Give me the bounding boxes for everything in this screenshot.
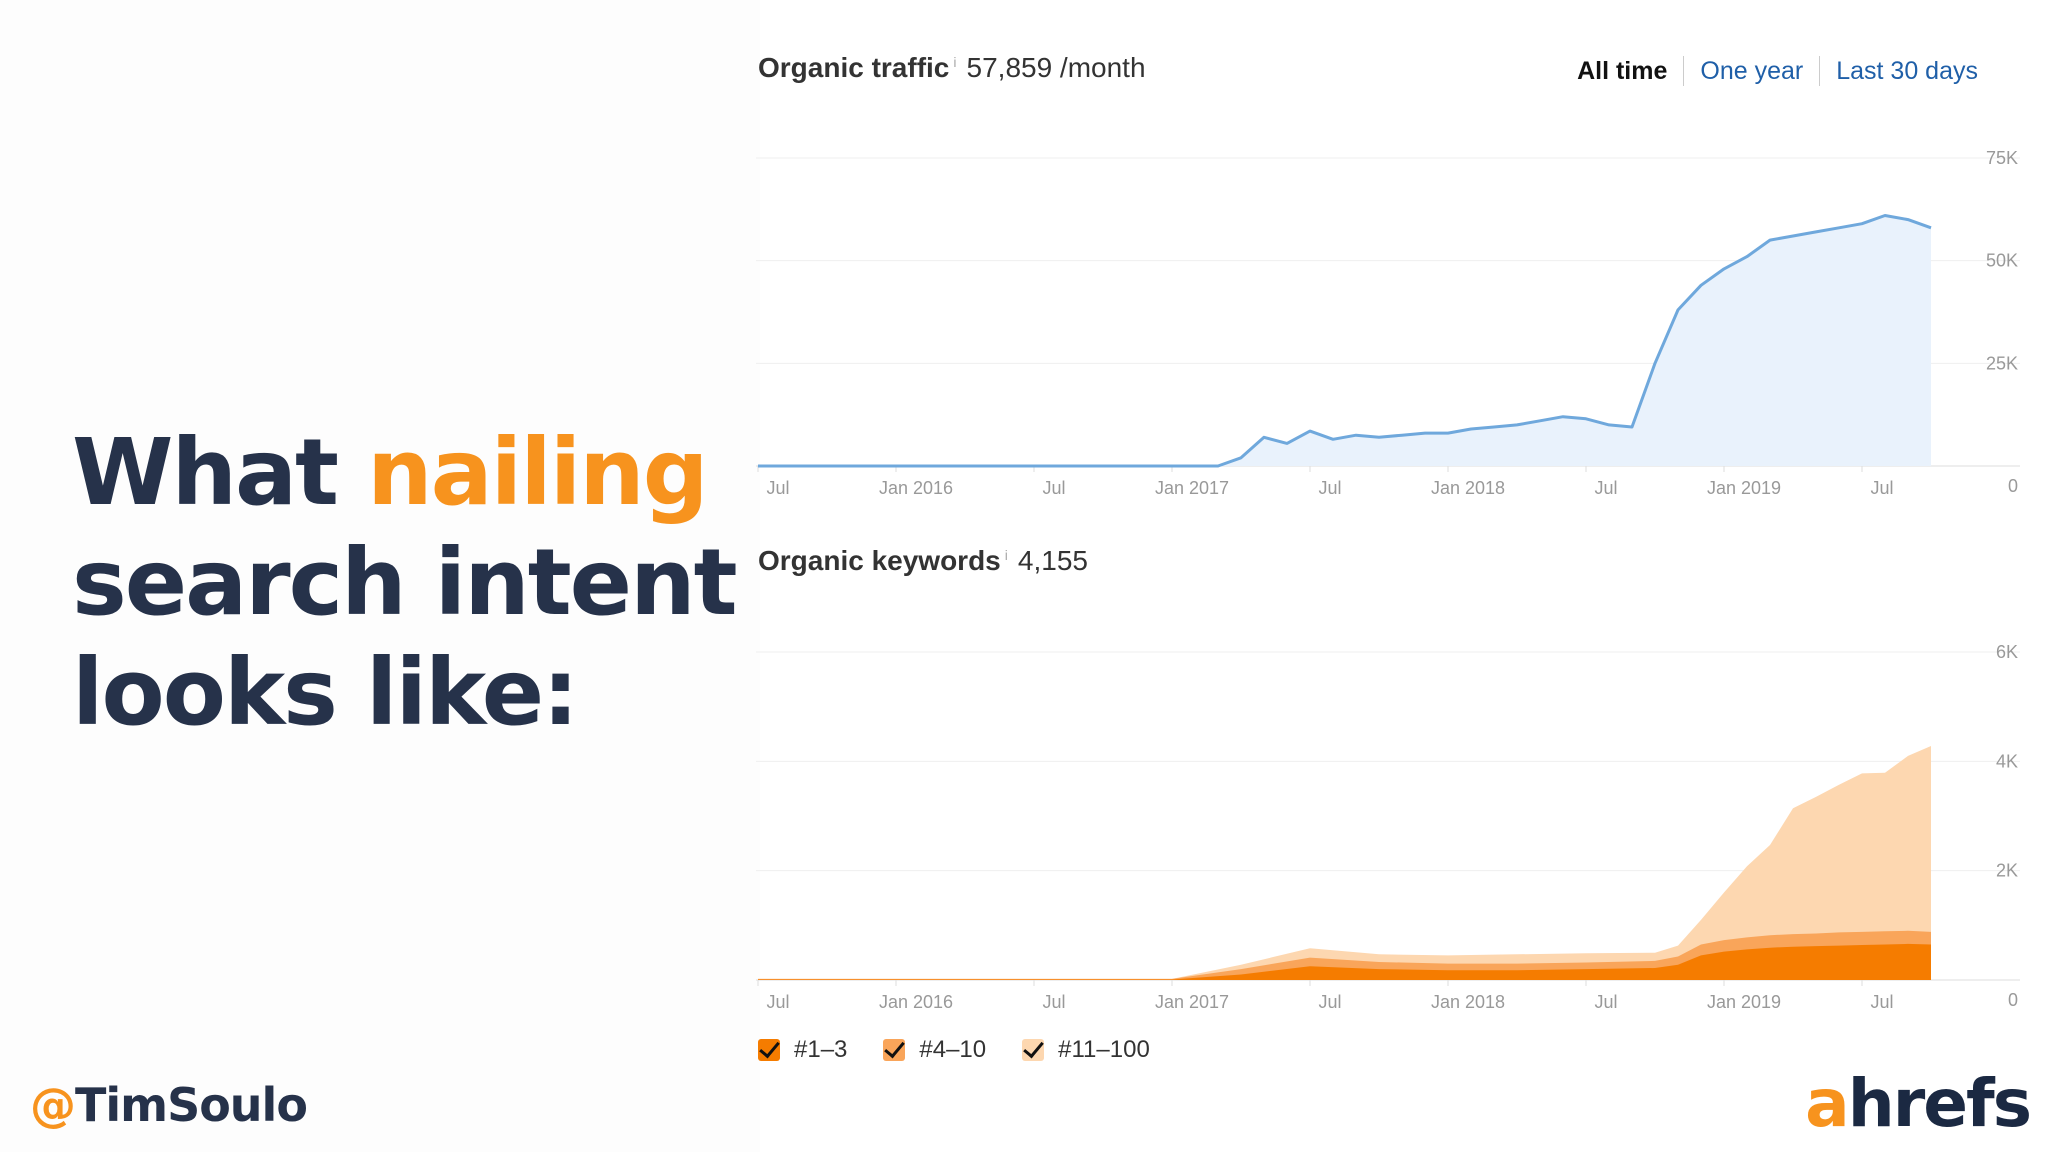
info-icon[interactable]: i [953,53,957,70]
organic-traffic-chart: 0 25K 50K 75K Jul Jan 2016 Jul Jan 2017 Jul Jan 2… [756,148,2020,498]
organic-traffic-header: Organic traffic i 57,859 /month [758,52,1146,84]
info-icon[interactable]: i [1004,546,1008,563]
traffic-x-tick-label: Jul [1594,478,1617,498]
traffic-x-tick-label: Jan 2019 [1707,478,1781,498]
headline-line-2: search intent [72,529,738,636]
organic-keywords-header: Organic keywords i 4,155 [758,545,1088,577]
organic-keywords-title: Organic keywords [758,545,1001,576]
legend-item-4-10[interactable]: #4–10 [883,1036,986,1064]
traffic-x-tick-label: Jul [1042,478,1065,498]
headline-highlight: nailing [367,419,709,526]
organic-keywords-value: 4,155 [1017,545,1088,576]
date-range-selector: All time One year Last 30 days [1561,56,1994,86]
traffic-x-tick-label: Jul [766,478,789,498]
traffic-y-tick-label: 25K [1986,353,2018,373]
legend-item-top3[interactable]: #1–3 [758,1036,847,1064]
keywords-area-4-10 [758,930,1931,980]
keywords-x-tick-label: Jan 2017 [1155,992,1229,1012]
keywords-x-tick-label: Jan 2016 [879,992,953,1012]
traffic-x-tick-label: Jul [1870,478,1893,498]
keywords-x-tick-label: Jan 2018 [1431,992,1505,1012]
keywords-x-tick-label: Jul [1870,992,1893,1012]
headline-line-1: What nailing [72,419,709,526]
checkbox-checked-icon[interactable] [758,1039,780,1061]
keywords-y-tick-label: 0 [2008,990,2018,1010]
traffic-y-tick-label: 0 [2008,476,2018,496]
range-one-year[interactable]: One year [1700,56,1804,85]
organic-traffic-title: Organic traffic [758,52,950,83]
traffic-x-tick-label: Jan 2017 [1155,478,1229,498]
keywords-y-tick-label: 4K [1996,751,2018,771]
keywords-x-tick-label: Jul [1042,992,1065,1012]
keywords-y-tick-label: 6K [1996,642,2018,662]
traffic-x-tick-label: Jul [1318,478,1341,498]
keywords-legend: #1–3 #4–10 #11–100 [758,1036,1186,1064]
twitter-handle: @TimSoulo [30,1078,308,1132]
keywords-x-tick-label: Jul [1594,992,1617,1012]
range-divider [1683,56,1685,86]
keywords-x-tick-label: Jul [766,992,789,1012]
traffic-x-tick-label: Jan 2016 [879,478,953,498]
organic-keywords-chart: 0 2K 4K 6K Jul Jan 2016 Jul Jan 2017 Jul Jan 2018… [756,642,2020,1012]
traffic-x-tick-label: Jan 2018 [1431,478,1505,498]
checkbox-checked-icon[interactable] [1022,1039,1045,1061]
legend-item-11-100[interactable]: #11–100 [1022,1036,1150,1064]
slide-left-panel [0,0,760,1152]
keywords-x-tick-label: Jan 2019 [1707,992,1781,1012]
slide-headline: What nailing search intent looks like: [72,418,738,748]
keywords-y-tick-label: 2K [1996,861,2018,881]
traffic-area [758,215,1931,466]
headline-line-3: looks like: [72,639,579,746]
range-divider [1819,56,1821,86]
keywords-area-top3 [758,943,1931,980]
checkbox-checked-icon[interactable] [883,1039,906,1061]
range-last-30-days[interactable]: Last 30 days [1836,56,1978,85]
ahrefs-logo: ahrefs [1805,1065,2032,1142]
organic-traffic-value: 57,859 /month [966,52,1146,83]
traffic-y-tick-label: 50K [1986,251,2018,271]
range-all-time[interactable]: All time [1577,56,1668,85]
keywords-x-tick-label: Jul [1318,992,1341,1012]
traffic-y-tick-label: 75K [1986,148,2018,168]
